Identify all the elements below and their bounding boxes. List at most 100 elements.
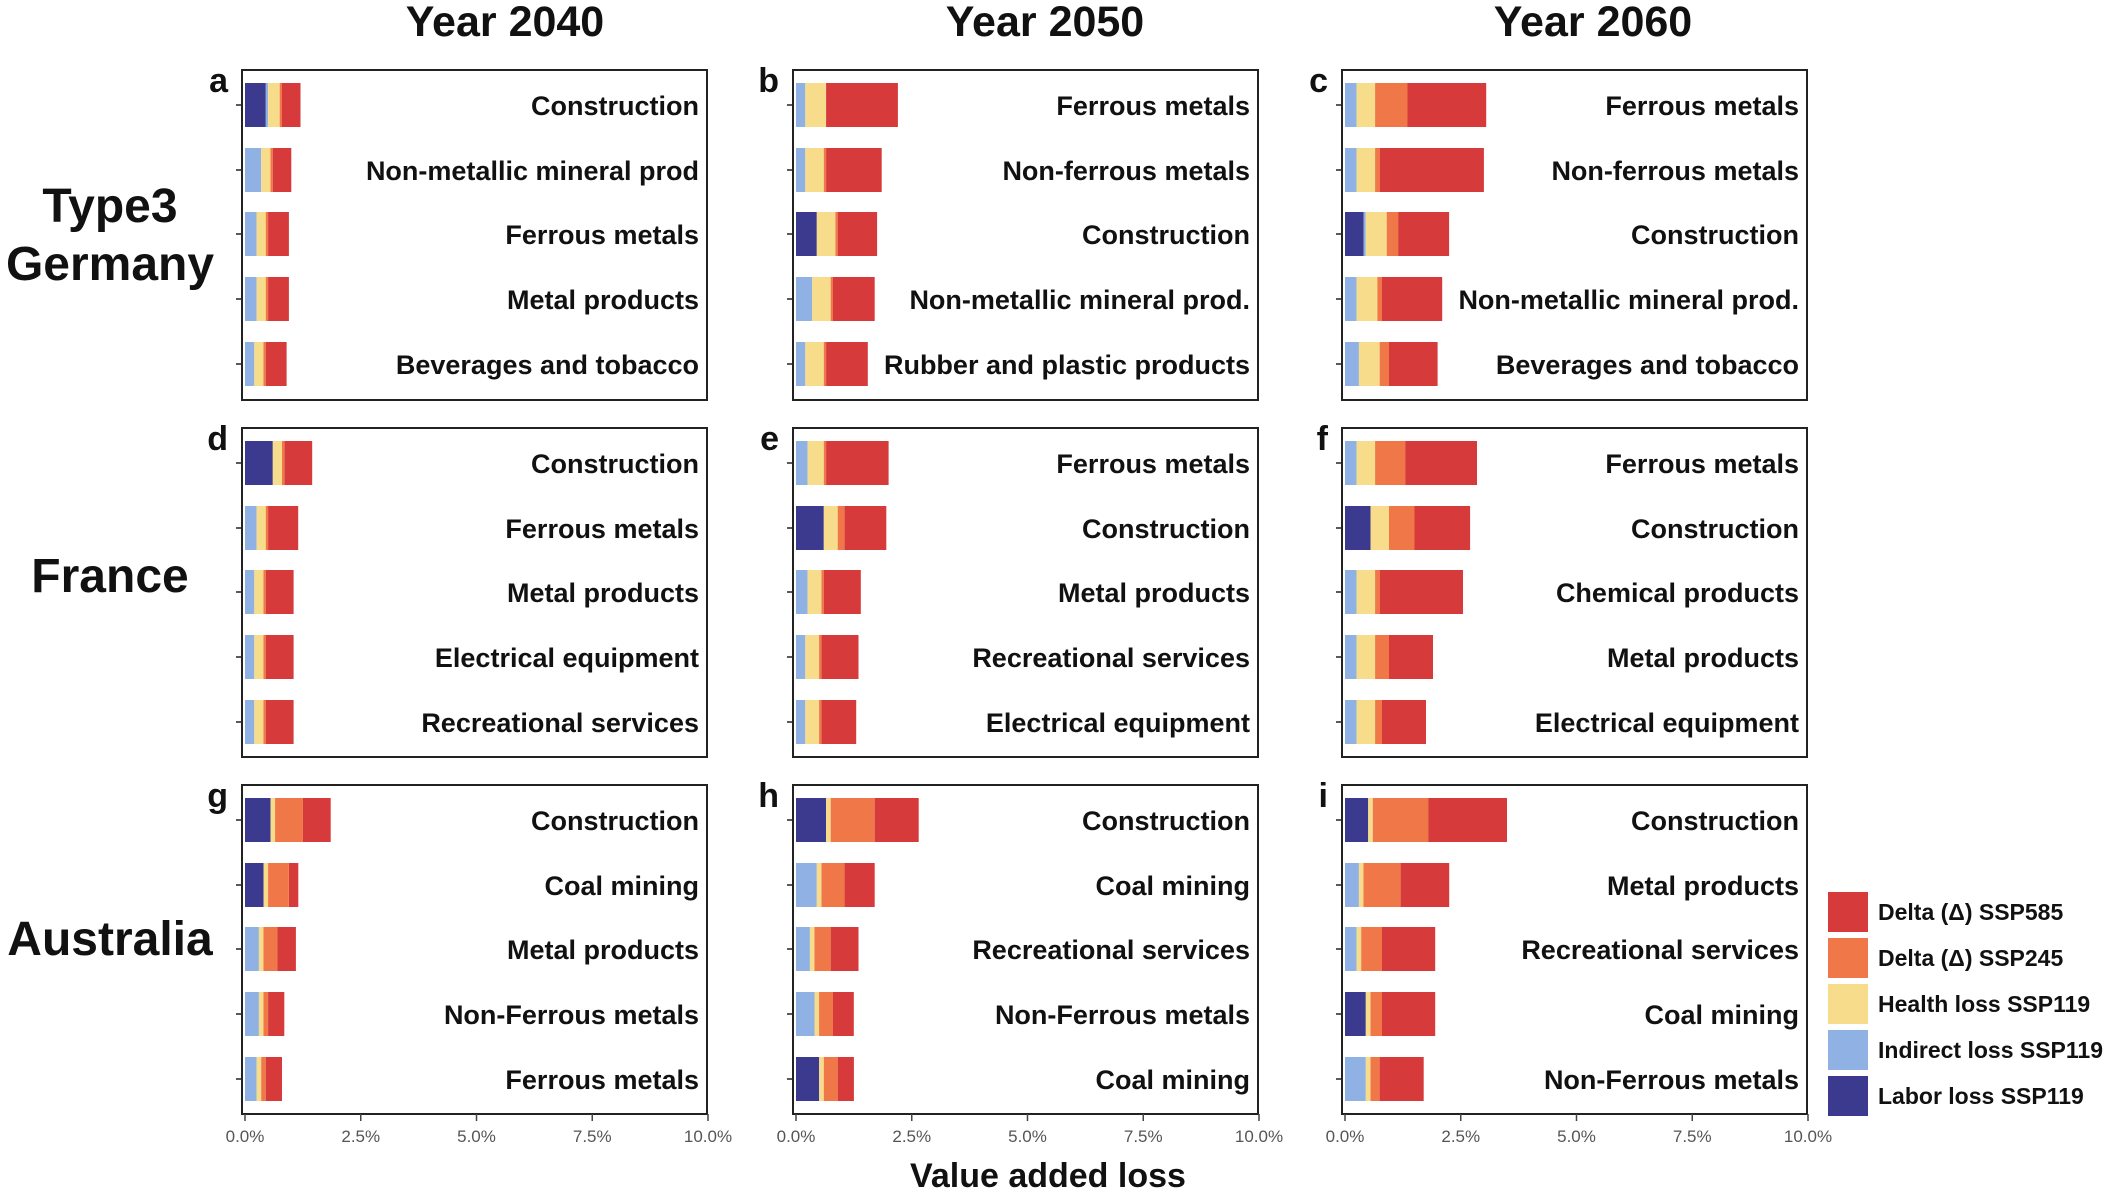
bar-4: Non-Ferrous metals xyxy=(245,992,699,1036)
bar-segment-d245 xyxy=(837,506,845,550)
legend-label: Delta (Δ) SSP585 xyxy=(1878,899,2063,925)
bar-segment-d245 xyxy=(263,342,266,386)
bar-segment-health xyxy=(819,1057,824,1101)
bar-segment-d245 xyxy=(1386,212,1399,256)
legend-item-labor: Labor loss SSP119 xyxy=(1828,1076,2084,1116)
sector-label: Coal mining xyxy=(1096,1065,1251,1095)
legend-label: Health loss SSP119 xyxy=(1878,991,2090,1017)
bar-segment-d585 xyxy=(833,277,875,321)
bar-segment-indirect xyxy=(245,342,255,386)
bar-segment-d245 xyxy=(819,992,833,1036)
bar-4: Electrical equipment xyxy=(245,635,699,679)
sector-label: Metal products xyxy=(1607,871,1799,901)
bar-3: Construction xyxy=(1345,212,1799,256)
sector-label: Non-Ferrous metals xyxy=(1544,1065,1799,1095)
bar-segment-d585 xyxy=(821,635,859,679)
bar-segment-health xyxy=(809,927,815,971)
bar-2: Non-ferrous metals xyxy=(1345,148,1799,192)
row-label-france: France xyxy=(31,550,188,603)
sector-label: Beverages and tobacco xyxy=(1496,350,1799,380)
sector-label: Recreational services xyxy=(972,643,1250,673)
x-tick-label: 2.5% xyxy=(892,1127,931,1146)
bar-segment-labor xyxy=(1345,992,1366,1036)
bar-segment-health xyxy=(258,992,264,1036)
bar-segment-labor xyxy=(1345,798,1369,842)
bar-segment-d245 xyxy=(263,570,266,614)
bar-segment-health xyxy=(256,506,266,550)
bar-4: Recreational services xyxy=(796,635,1250,679)
bar-segment-d585 xyxy=(265,570,294,614)
bar-segment-indirect xyxy=(1345,1057,1366,1101)
bar-segment-d245 xyxy=(819,700,822,744)
bar-segment-health xyxy=(263,863,269,907)
bar-segment-health xyxy=(272,441,283,485)
bar-segment-d585 xyxy=(1398,212,1450,256)
bar-segment-health xyxy=(812,277,831,321)
bar-3: Construction xyxy=(796,212,1250,256)
bar-segment-d585 xyxy=(833,992,854,1036)
panel-frame xyxy=(241,69,708,401)
bar-segment-d245 xyxy=(1375,700,1382,744)
bar-2: Ferrous metals xyxy=(245,506,699,550)
bar-segment-indirect xyxy=(245,1057,257,1101)
panel-letter: g xyxy=(207,777,228,815)
bar-segment-health xyxy=(1358,342,1380,386)
bar-segment-d245 xyxy=(265,212,269,256)
bar-segment-indirect xyxy=(1345,342,1359,386)
bar-segment-d585 xyxy=(1382,992,1436,1036)
bar-segment-d245 xyxy=(823,342,827,386)
sector-label: Construction xyxy=(531,806,699,836)
bar-segment-d585 xyxy=(289,863,299,907)
bar-segment-d245 xyxy=(1370,992,1383,1036)
sector-label: Construction xyxy=(1082,806,1250,836)
bar-segment-indirect xyxy=(1363,212,1366,256)
legend-swatch xyxy=(1828,984,1868,1024)
bar-segment-health xyxy=(805,342,824,386)
bar-segment-d585 xyxy=(874,798,919,842)
sector-label: Metal products xyxy=(507,578,699,608)
sector-label: Metal products xyxy=(1058,578,1250,608)
bar-3: Chemical products xyxy=(1345,570,1799,614)
sector-label: Non-ferrous metals xyxy=(1551,156,1799,186)
panel-letter: f xyxy=(1317,420,1329,458)
bar-4: Non-Ferrous metals xyxy=(796,992,1250,1036)
legend-label: Indirect loss SSP119 xyxy=(1878,1037,2103,1063)
bar-segment-d245 xyxy=(263,992,269,1036)
bar-segment-labor xyxy=(796,212,817,256)
panel-letter: i xyxy=(1319,777,1328,815)
panel-i: i Construction Metal products Recreational … xyxy=(1319,777,1808,1115)
panel-frame xyxy=(792,69,1259,401)
bar-segment-d585 xyxy=(1382,700,1426,744)
bar-2: Construction xyxy=(796,506,1250,550)
bar-segment-health xyxy=(268,83,280,127)
panel-letter: b xyxy=(758,62,779,100)
bar-4: Non-metallic mineral prod. xyxy=(1345,277,1799,321)
sector-label: Coal mining xyxy=(545,871,700,901)
bar-3: Ferrous metals xyxy=(245,212,699,256)
panel-c: c Ferrous metals Non-ferrous metals Constru… xyxy=(1309,62,1808,401)
row-label-australia: Australia xyxy=(7,913,213,966)
bar-segment-d585 xyxy=(1379,148,1484,192)
bar-segment-indirect xyxy=(796,927,810,971)
sector-label: Ferrous metals xyxy=(1056,449,1250,479)
x-tick-label: 10.0% xyxy=(1235,1127,1283,1146)
bar-segment-d245 xyxy=(1389,506,1415,550)
sector-label: Metal products xyxy=(507,935,699,965)
bar-segment-d245 xyxy=(819,635,822,679)
bar-segment-indirect xyxy=(245,212,257,256)
bar-3: Metal products xyxy=(245,927,699,971)
bar-segment-indirect xyxy=(796,700,806,744)
bar-segment-d585 xyxy=(1379,570,1463,614)
bar-4: Non-metallic mineral prod. xyxy=(796,277,1250,321)
bar-segment-d245 xyxy=(1361,927,1382,971)
bar-segment-d245 xyxy=(1370,1057,1380,1101)
legend-item-health: Health loss SSP119 xyxy=(1828,984,2090,1024)
x-tick-label: 0.0% xyxy=(226,1127,265,1146)
bar-segment-d585 xyxy=(265,700,294,744)
bar-segment-indirect xyxy=(796,635,806,679)
column-title-2050: Year 2050 xyxy=(946,0,1144,46)
sector-label: Ferrous metals xyxy=(505,514,699,544)
legend-label: Delta (Δ) SSP245 xyxy=(1878,945,2063,971)
bar-5: Non-Ferrous metals xyxy=(1345,1057,1799,1101)
x-tick-label: 7.5% xyxy=(1124,1127,1163,1146)
